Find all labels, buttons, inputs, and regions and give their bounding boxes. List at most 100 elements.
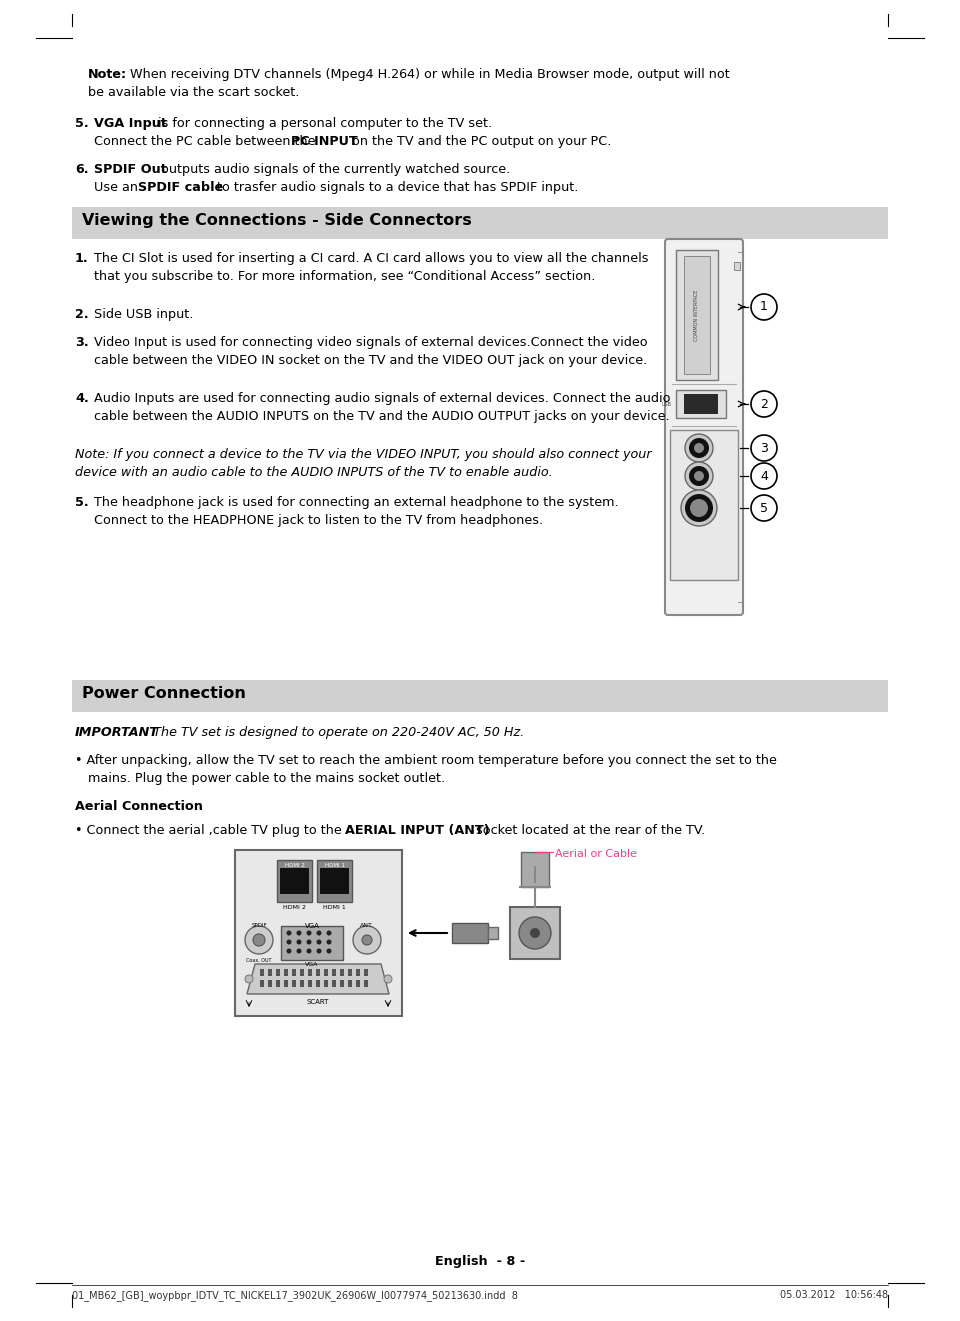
Bar [340,970,344,976]
Circle shape [751,435,777,461]
Bar [308,980,312,987]
Text: English  - 8 -: English - 8 - [435,1255,525,1268]
Circle shape [306,948,311,954]
Bar [308,970,312,976]
Circle shape [751,391,777,417]
Text: • After unpacking, allow the TV set to reach the ambient room temperature before: • After unpacking, allow the TV set to r… [75,754,777,768]
Bar [72,680,888,712]
Circle shape [689,466,709,486]
Bar [268,970,272,976]
Circle shape [362,935,372,945]
Circle shape [317,939,322,945]
Text: Connect the PC cable between the: Connect the PC cable between the [94,135,320,148]
Text: on the TV and the PC output on your PC.: on the TV and the PC output on your PC. [348,135,612,148]
Circle shape [530,927,540,938]
Text: HDMI 1: HDMI 1 [324,863,345,868]
Text: HDMI 1: HDMI 1 [324,905,346,910]
Bar [292,970,296,976]
FancyBboxPatch shape [665,239,743,616]
Text: SPDIF: SPDIF [252,923,267,927]
Text: HDMI 2: HDMI 2 [284,863,304,868]
Text: • Connect the aerial ,cable TV plug to the: • Connect the aerial ,cable TV plug to t… [75,824,346,838]
Bar [277,860,312,902]
Text: HDMI 2: HDMI 2 [283,905,306,910]
Text: Aerial or Cable: Aerial or Cable [555,849,637,859]
Circle shape [297,939,301,945]
Bar [317,860,352,902]
Bar [332,980,336,987]
Text: The headphone jack is used for connecting an external headphone to the system.: The headphone jack is used for connectin… [94,495,618,509]
Text: 2: 2 [760,398,768,411]
Text: cable between the VIDEO IN socket on the TV and the VIDEO OUT jack on your devic: cable between the VIDEO IN socket on the… [94,354,647,367]
Bar [320,868,349,894]
Text: When receiving DTV channels (Mpeg4 H.264) or while in Media Browser mode, output: When receiving DTV channels (Mpeg4 H.264… [126,67,730,81]
Circle shape [685,494,713,522]
Bar [510,908,560,959]
Circle shape [245,926,273,954]
Text: IMPORTANT: IMPORTANT [75,727,159,738]
Text: : The TV set is designed to operate on 220-240V AC, 50 Hz.: : The TV set is designed to operate on 2… [145,727,524,738]
Circle shape [253,934,265,946]
FancyBboxPatch shape [235,849,402,1016]
Text: COMMON INTERFACE: COMMON INTERFACE [694,289,700,341]
Text: to trasfer audio signals to a device that has SPDIF input.: to trasfer audio signals to a device tha… [213,181,578,194]
Bar [356,980,360,987]
Text: mains. Plug the power cable to the mains socket outlet.: mains. Plug the power cable to the mains… [88,771,445,785]
Circle shape [353,926,381,954]
Text: 1: 1 [760,300,768,313]
Circle shape [751,295,777,320]
Circle shape [297,948,301,954]
Circle shape [326,948,331,954]
Circle shape [317,948,322,954]
Circle shape [694,443,704,453]
Bar [284,970,288,976]
Bar [281,926,343,960]
Circle shape [685,462,713,490]
Text: Audio Inputs are used for connecting audio signals of external devices. Connect : Audio Inputs are used for connecting aud… [94,392,670,406]
Text: Video Input is used for connecting video signals of external devices.Connect the: Video Input is used for connecting video… [94,336,648,349]
Text: VGA Input: VGA Input [94,118,167,129]
Polygon shape [247,964,389,993]
Circle shape [306,939,311,945]
Text: Viewing the Connections - Side Connectors: Viewing the Connections - Side Connector… [82,213,471,229]
Text: Note:: Note: [88,67,127,81]
Text: 5.: 5. [75,495,88,509]
Text: USB: USB [662,402,672,407]
Bar [364,980,368,987]
Bar [300,970,304,976]
Circle shape [286,948,292,954]
Bar [332,970,336,976]
Text: SPDIF cable: SPDIF cable [138,181,224,194]
Bar [284,980,288,987]
Text: 2.: 2. [75,308,88,321]
Bar [348,970,352,976]
Text: Connect to the HEADPHONE jack to listen to the TV from headphones.: Connect to the HEADPHONE jack to listen … [94,514,543,527]
Text: Power Connection: Power Connection [82,686,246,701]
Text: ANT.: ANT. [360,923,374,927]
Circle shape [689,439,709,458]
Text: SCART: SCART [307,999,329,1005]
Text: AERIAL INPUT (ANT): AERIAL INPUT (ANT) [345,824,490,838]
Text: 3.: 3. [75,336,88,349]
Bar [276,980,280,987]
Text: Use an: Use an [94,181,142,194]
Bar [276,970,280,976]
Text: device with an audio cable to the AUDIO INPUTS of the TV to enable audio.: device with an audio cable to the AUDIO … [75,466,553,480]
Text: PC INPUT: PC INPUT [291,135,358,148]
Bar [521,852,549,886]
Bar [356,970,360,976]
Bar [316,970,320,976]
Bar [340,980,344,987]
Circle shape [286,939,292,945]
Text: Aerial Connection: Aerial Connection [75,801,203,812]
Text: 5: 5 [760,502,768,514]
Circle shape [681,490,717,526]
Circle shape [245,975,253,983]
Bar [452,923,488,943]
Text: 4.: 4. [75,392,88,406]
Circle shape [384,975,392,983]
Circle shape [519,917,551,948]
Bar [676,390,726,417]
Text: socket located at the rear of the TV.: socket located at the rear of the TV. [472,824,706,838]
Text: 3: 3 [760,441,768,454]
